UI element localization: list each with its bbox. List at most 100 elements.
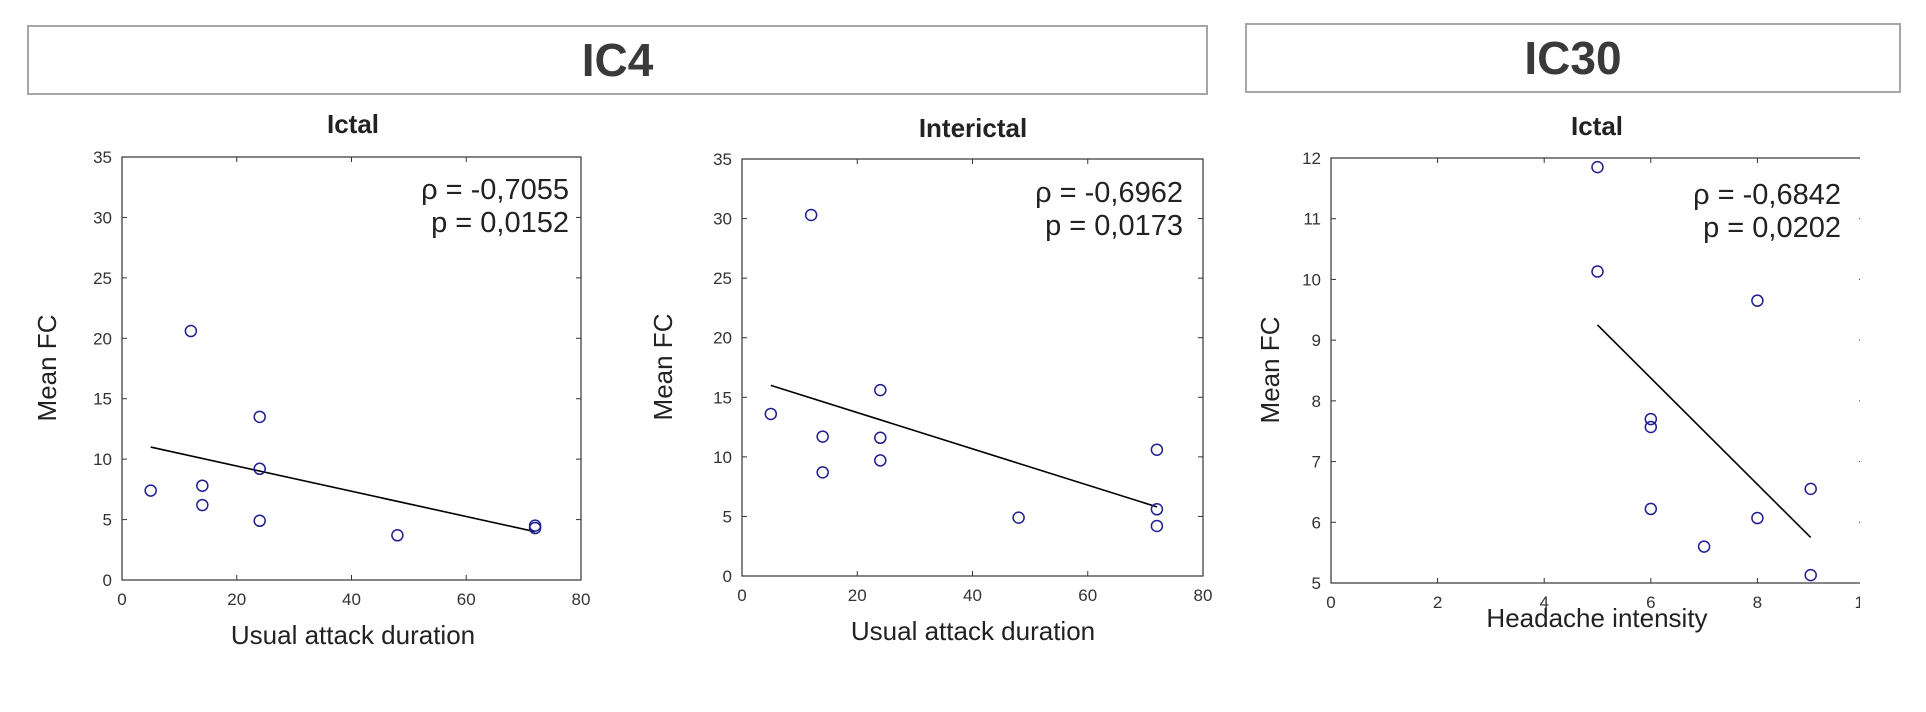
data-point xyxy=(184,324,198,338)
plot-title: Interictal xyxy=(919,113,1027,143)
chart-svg: 0 2 4 6 8 10 5 6 7 8 9 10 11 12 Ictal Headache intensit… xyxy=(1255,111,1860,633)
y-tick-label: 5 xyxy=(723,507,732,526)
data-point xyxy=(196,498,209,512)
data-point xyxy=(1751,511,1764,525)
y-tick-label: 15 xyxy=(93,390,112,409)
x-tick-label: 10 xyxy=(1855,593,1860,612)
scatter-plot-ic4-interictal: 0 20 40 60 80 0 5 10 15 20 25 30 35 Interictal Usual a… xyxy=(636,105,1256,665)
data-point xyxy=(144,484,157,497)
scatter-plot-ic30-ictal: 0 2 4 6 8 10 5 6 7 8 9 10 11 12 Ictal Headache intensit… xyxy=(1240,105,1860,665)
y-tick-label: 10 xyxy=(713,448,732,467)
data-point xyxy=(874,383,887,397)
chart-svg: 0 20 40 60 80 0 5 10 15 20 25 30 35 Interictal Usual a… xyxy=(648,113,1213,646)
x-tick-label: 0 xyxy=(737,586,746,605)
y-tick-label: 0 xyxy=(103,571,112,590)
data-point xyxy=(1012,511,1025,524)
x-tick-label: 60 xyxy=(1078,586,1097,605)
data-point xyxy=(804,208,818,222)
regression-line xyxy=(770,384,1158,508)
data-point xyxy=(1591,160,1604,174)
data-point xyxy=(1150,443,1164,456)
x-tick-label: 80 xyxy=(572,590,591,609)
y-tick-label: 11 xyxy=(1303,210,1321,229)
data-point xyxy=(1804,568,1817,582)
data-point xyxy=(874,431,887,445)
data-point xyxy=(528,521,542,535)
data-point xyxy=(1644,412,1658,426)
data-point xyxy=(1644,502,1658,516)
data-point xyxy=(196,479,209,492)
data-point xyxy=(816,466,829,479)
data-point xyxy=(1150,503,1164,516)
y-tick-label: 30 xyxy=(713,210,732,229)
y-tick-label: 12 xyxy=(1302,149,1321,168)
x-tick-label: 60 xyxy=(457,590,476,609)
x-tick-label: 80 xyxy=(1194,586,1213,605)
data-point xyxy=(1751,294,1764,307)
y-tick-label: 7 xyxy=(1312,453,1321,472)
group-header-ic4: IC4 xyxy=(27,25,1208,95)
data-point xyxy=(1591,265,1604,278)
y-tick-label: 15 xyxy=(713,388,732,407)
data-point xyxy=(253,410,266,424)
p-value-annotation: p = 0,0152 xyxy=(431,207,569,239)
group-header-ic30: IC30 xyxy=(1245,23,1901,93)
x-tick-label: 0 xyxy=(117,590,126,609)
group-header-ic4-label: IC4 xyxy=(581,34,654,86)
x-tick-label: 6 xyxy=(1646,593,1655,612)
y-tick-label: 25 xyxy=(93,269,112,288)
y-tick-label: 0 xyxy=(723,567,732,586)
data-point xyxy=(816,430,829,443)
y-axis-label: Mean FC xyxy=(32,315,62,422)
x-tick-label: 0 xyxy=(1326,593,1335,612)
data-point xyxy=(391,529,404,542)
data-point xyxy=(1697,540,1711,553)
rho-annotation: ρ = -0,7055 xyxy=(421,174,569,206)
x-axis-label: Headache intensity xyxy=(1486,603,1707,633)
y-tick-label: 9 xyxy=(1312,331,1321,350)
data-point xyxy=(253,462,266,476)
data-point xyxy=(1804,482,1817,496)
y-tick-label: 5 xyxy=(1312,574,1321,593)
p-value-annotation: p = 0,0202 xyxy=(1703,212,1841,244)
y-axis-label: Mean FC xyxy=(1255,317,1285,424)
data-point xyxy=(764,407,778,421)
data-point xyxy=(1644,420,1658,434)
scatter-plot-ic4-ictal: 0 20 40 60 80 0 5 10 15 20 25 30 35 Ictal Usual attack… xyxy=(20,105,640,665)
rho-annotation: ρ = -0,6842 xyxy=(1693,179,1841,211)
p-value-annotation: p = 0,0173 xyxy=(1045,210,1183,242)
x-axis-label: Usual attack duration xyxy=(851,616,1095,646)
plot-title: Ictal xyxy=(327,109,379,139)
axes-frame xyxy=(1330,157,1860,584)
y-tick-label: 5 xyxy=(103,511,112,530)
x-tick-label: 40 xyxy=(963,586,982,605)
rho-annotation: ρ = -0,6962 xyxy=(1035,177,1183,209)
y-tick-label: 30 xyxy=(93,208,112,227)
y-tick-label: 8 xyxy=(1312,392,1321,411)
x-tick-label: 20 xyxy=(227,590,246,609)
plot-title: Ictal xyxy=(1571,111,1623,141)
y-tick-label: 35 xyxy=(93,148,112,167)
data-point xyxy=(528,519,542,532)
y-tick-label: 6 xyxy=(1312,513,1321,532)
x-tick-label: 4 xyxy=(1539,593,1548,612)
y-tick-label: 10 xyxy=(93,450,112,469)
regression-line xyxy=(1596,324,1812,539)
x-tick-label: 2 xyxy=(1433,593,1442,612)
x-axis-label: Usual attack duration xyxy=(231,620,475,650)
x-tick-label: 20 xyxy=(848,586,867,605)
regression-line xyxy=(150,446,536,533)
x-tick-label: 8 xyxy=(1753,593,1762,612)
y-axis-label: Mean FC xyxy=(648,314,678,421)
chart-svg: 0 20 40 60 80 0 5 10 15 20 25 30 35 Ictal Usual attack… xyxy=(32,109,591,650)
y-tick-label: 20 xyxy=(93,329,112,348)
x-tick-label: 40 xyxy=(342,590,361,609)
y-tick-label: 10 xyxy=(1302,270,1321,289)
y-tick-label: 20 xyxy=(713,329,732,348)
data-point xyxy=(874,454,887,467)
group-header-ic30-label: IC30 xyxy=(1524,32,1622,84)
y-tick-label: 35 xyxy=(713,150,732,169)
data-point xyxy=(1150,519,1164,533)
y-tick-label: 25 xyxy=(713,269,732,288)
data-point xyxy=(253,514,266,528)
